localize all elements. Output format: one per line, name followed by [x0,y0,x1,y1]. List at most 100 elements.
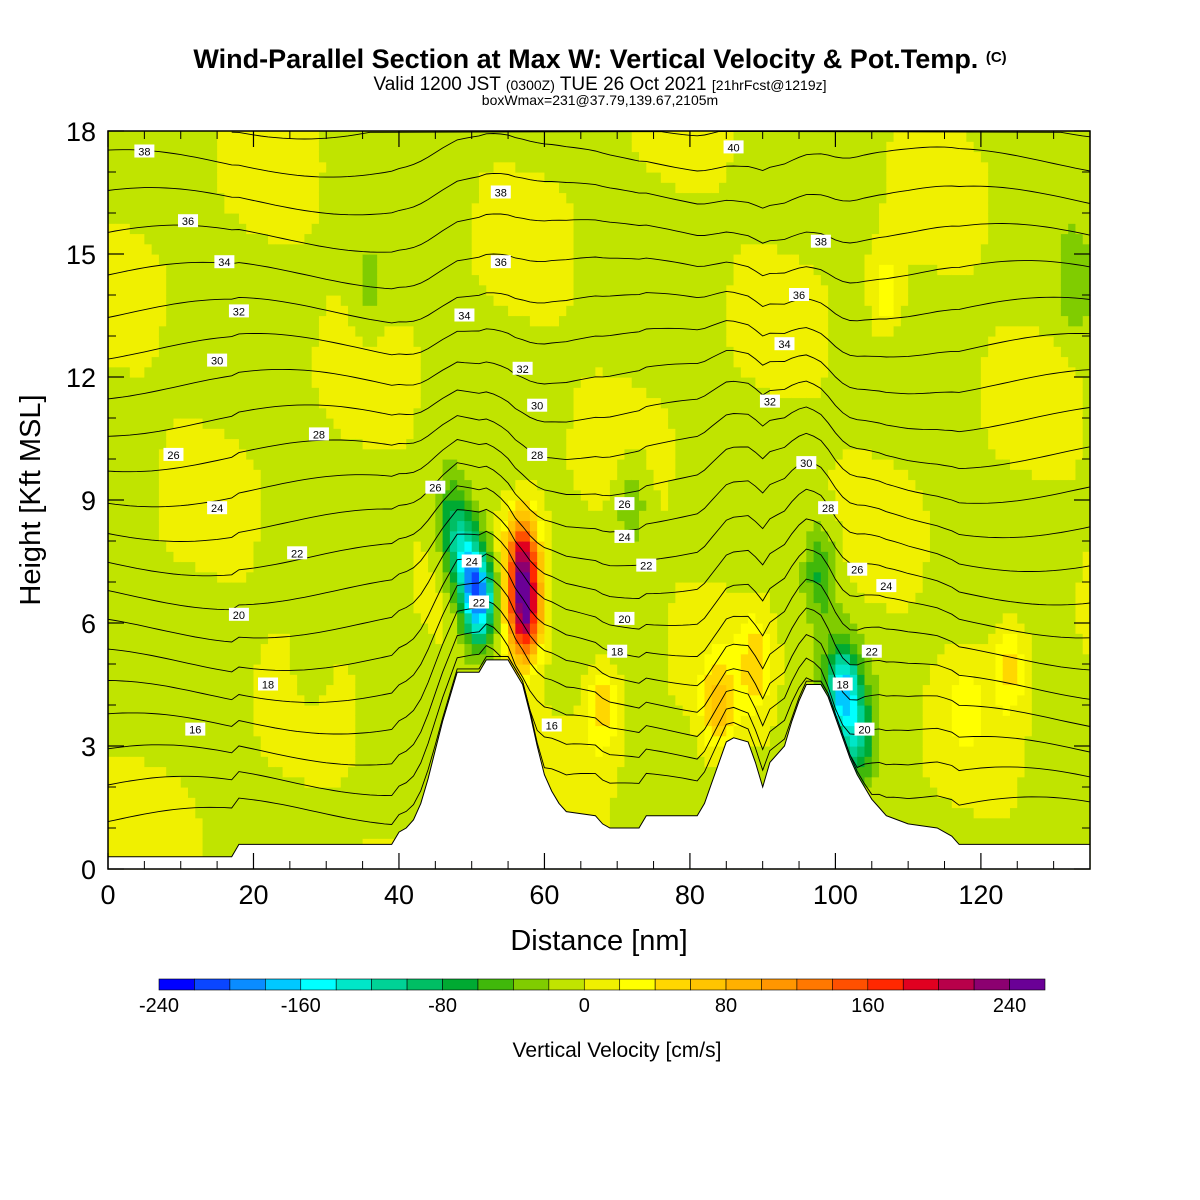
w-cell [231,653,240,665]
w-cell [195,407,204,419]
w-cell [355,776,364,788]
w-cell [333,202,342,214]
w-cell [500,377,509,388]
w-cell [238,223,247,235]
w-cell [260,715,269,727]
w-cell [326,295,335,306]
w-cell [173,428,182,440]
w-cell [318,469,327,481]
w-cell [246,418,255,429]
w-cell [558,715,567,727]
w-cell [282,756,291,768]
w-cell [282,633,291,645]
w-cell [355,233,364,245]
w-cell [595,715,604,727]
w-cell [224,479,233,491]
w-cell [122,407,131,419]
w-cell [413,582,422,593]
w-cell [333,387,342,399]
w-cell [246,264,255,276]
w-cell [449,561,458,573]
w-cell [275,418,284,429]
w-cell [166,325,175,337]
w-cell [588,274,596,286]
w-cell [217,336,225,347]
w-cell [384,407,393,419]
w-cell [115,828,124,839]
w-cell [333,500,342,511]
w-cell [326,530,335,542]
w-cell [129,284,138,296]
w-cell [508,284,516,296]
w-cell [195,377,204,388]
w-cell [333,223,342,235]
w-cell [522,448,531,460]
w-cell [297,356,305,368]
w-cell [573,356,582,368]
w-cell [289,756,298,768]
w-cell [515,479,524,491]
w-cell [297,582,305,593]
w-cell [551,561,560,573]
w-cell [297,756,305,768]
w-cell [231,346,240,358]
w-cell [478,623,487,634]
w-cell [362,305,371,317]
w-cell [195,664,204,675]
w-cell [195,182,204,194]
w-cell [544,141,553,153]
w-cell [595,633,604,645]
w-cell [115,448,124,460]
w-cell [428,243,436,255]
w-cell [166,202,175,214]
w-cell [457,254,466,265]
w-cell [268,633,276,645]
w-cell [115,653,124,665]
w-cell [529,664,538,675]
w-cell [464,397,473,409]
w-cell [558,725,567,737]
w-cell [151,325,160,337]
w-cell [508,397,516,409]
w-cell [348,746,356,757]
w-cell [151,243,160,255]
w-cell [428,151,436,163]
w-cell [435,428,444,440]
w-cell [377,192,386,204]
w-cell [202,336,211,347]
w-cell [573,346,582,358]
w-cell [551,172,560,183]
w-cell [457,571,466,583]
w-cell [464,223,473,235]
w-cell [188,787,196,798]
w-cell [340,387,349,399]
w-cell [195,612,204,624]
w-cell [573,459,582,470]
w-cell [348,182,356,194]
w-cell [355,202,364,214]
w-cell [333,510,342,522]
w-cell [173,459,182,470]
w-cell [391,377,400,388]
w-cell [551,407,560,419]
w-cell [311,715,320,727]
w-cell [486,336,495,347]
w-cell [595,623,604,634]
w-cell [500,551,509,563]
w-cell [573,653,582,665]
w-cell [413,387,422,399]
w-cell [442,377,451,388]
w-cell [238,479,247,491]
w-cell [362,766,371,778]
w-cell [231,274,240,286]
w-cell [173,500,182,511]
w-cell [326,520,335,532]
w-cell [515,592,524,604]
w-cell [311,571,320,583]
w-cell [108,356,116,368]
w-cell [333,213,342,224]
w-cell [486,325,495,337]
w-cell [275,223,284,235]
w-cell [108,602,116,614]
w-cell [318,315,327,327]
